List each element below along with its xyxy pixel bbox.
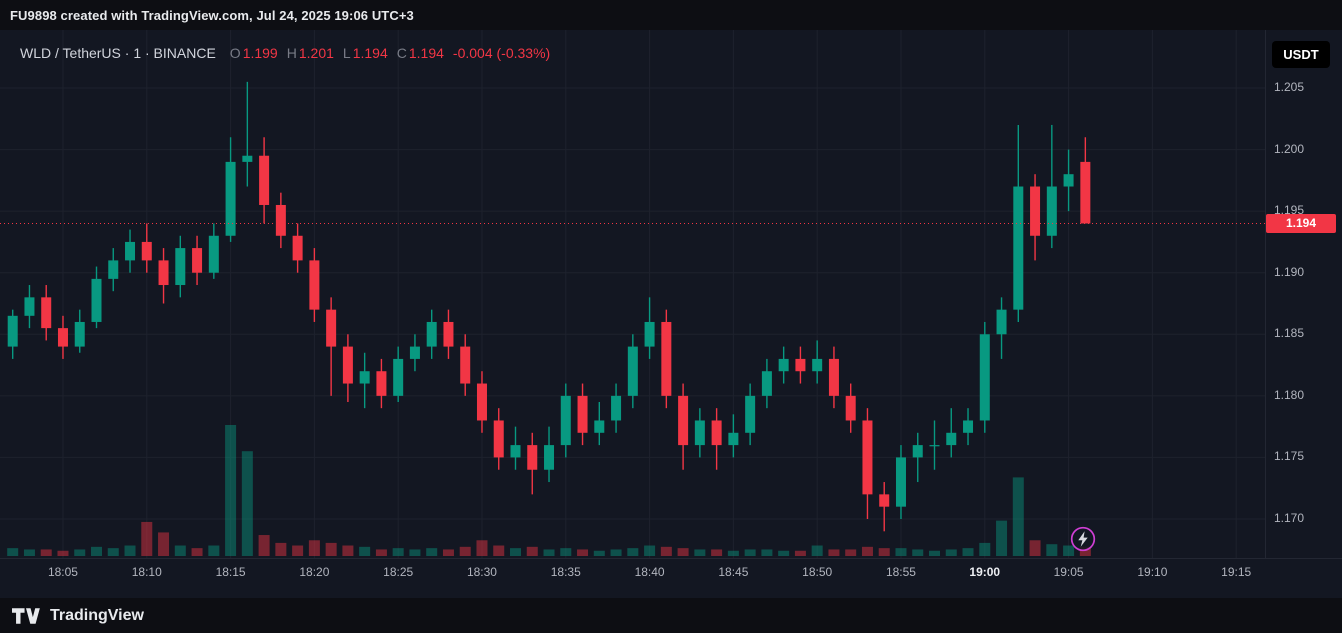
price-tick-label: 1.200	[1274, 141, 1305, 156]
symbol-legend: WLD / TetherUS · 1 · BINANCE O 1.199 H 1.2…	[20, 45, 550, 61]
time-tick-label: 18:50	[802, 565, 833, 579]
ohlc-close: C 1.194	[396, 45, 444, 61]
lightning-icon	[1070, 526, 1096, 552]
time-tick-label: 18:15	[215, 565, 246, 579]
price-tick-label: 1.180	[1274, 387, 1305, 402]
attribution-bar: FU9898 created with TradingView.com, Jul…	[0, 0, 1342, 30]
last-price-badge: 1.194	[1266, 213, 1336, 233]
time-tick-label: 19:00	[969, 565, 1001, 579]
time-tick-label: 19:05	[1053, 565, 1084, 579]
time-tick-label: 19:10	[1137, 565, 1168, 579]
price-change: -0.004 (-0.33%)	[452, 45, 551, 61]
footer-bar: TradingView	[0, 598, 1342, 633]
price-tick-label: 1.185	[1274, 326, 1305, 341]
time-tick-label: 18:55	[885, 565, 916, 579]
flash-marker[interactable]	[1070, 526, 1096, 552]
tradingview-logo-icon[interactable]	[12, 607, 41, 624]
time-tick-label: 18:40	[634, 565, 665, 579]
time-tick-label: 18:35	[550, 565, 581, 579]
time-tick-label: 18:45	[718, 565, 749, 579]
ohlc-open: O 1.199	[229, 45, 278, 61]
ohlc-low: L 1.194	[342, 45, 388, 61]
brand-name[interactable]: TradingView	[50, 606, 144, 624]
symbol-title[interactable]: WLD / TetherUS · 1 · BINANCE	[20, 45, 216, 61]
price-tick-label: 1.205	[1274, 80, 1305, 94]
price-tick-label: 1.175	[1274, 449, 1305, 464]
ohlc-high: H 1.201	[286, 45, 334, 61]
time-tick-label: 19:15	[1221, 565, 1252, 579]
currency-toggle-button[interactable]: USDT	[1272, 41, 1330, 68]
time-axis[interactable]: 18:05 18:10 18:15 18:20 18:25 18:30 18:35 18:40…	[0, 560, 1265, 586]
price-axis[interactable]: 1.205 1.200 1.195 1.190 1.185 1.180 1.175 1.170	[1265, 0, 1342, 558]
time-axis-border	[0, 558, 1342, 559]
time-tick-label: 18:30	[466, 565, 497, 579]
price-axis-border	[1265, 30, 1266, 558]
price-tick-label: 1.190	[1274, 264, 1305, 279]
time-tick-label: 18:05	[47, 565, 78, 579]
time-tick-label: 18:25	[383, 565, 414, 579]
price-tick-label: 1.170	[1274, 510, 1305, 525]
attribution-text: FU9898 created with TradingView.com, Jul…	[10, 7, 414, 23]
time-tick-label: 18:20	[299, 565, 330, 579]
time-tick-label: 18:10	[131, 565, 162, 579]
price-tick-label: 1.195	[1274, 203, 1305, 218]
